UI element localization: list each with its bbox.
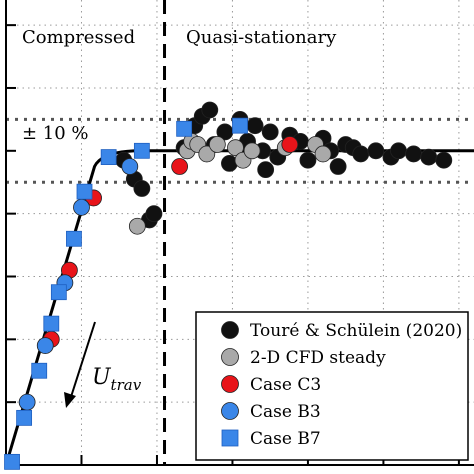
point-3 bbox=[36, 337, 54, 355]
point-0 bbox=[133, 180, 151, 197]
point-0 bbox=[257, 161, 275, 179]
point-0 bbox=[405, 145, 423, 163]
point-4 bbox=[50, 284, 67, 301]
legend-label: Case B7 bbox=[250, 429, 321, 449]
region-label-quasi-stationary: Quasi-stationary bbox=[186, 27, 337, 48]
point-1 bbox=[198, 145, 216, 163]
point-0 bbox=[329, 158, 347, 175]
point-0 bbox=[390, 142, 407, 160]
legend-label: Touré & Schülein (2020) bbox=[250, 321, 462, 341]
point-4 bbox=[43, 315, 60, 332]
point-0 bbox=[246, 117, 264, 135]
point-2 bbox=[171, 158, 189, 175]
legend-marker bbox=[221, 348, 239, 366]
velocity-annotation: Utrav bbox=[64, 321, 142, 408]
point-4 bbox=[31, 362, 48, 379]
point-4 bbox=[16, 409, 33, 426]
point-1 bbox=[128, 217, 146, 235]
point-3 bbox=[73, 198, 90, 216]
point-1 bbox=[243, 142, 261, 160]
point-0 bbox=[145, 205, 163, 223]
point-0 bbox=[201, 101, 219, 119]
point-4 bbox=[66, 230, 82, 247]
band-label: ± 10 % bbox=[22, 123, 89, 144]
velocity-arrow-head bbox=[64, 392, 76, 408]
velocity-arrow-shaft bbox=[69, 321, 96, 401]
legend-marker bbox=[221, 321, 239, 339]
legend-label: Case B3 bbox=[250, 402, 321, 422]
point-3 bbox=[18, 393, 36, 411]
point-0 bbox=[435, 151, 453, 169]
legend-marker bbox=[221, 402, 239, 420]
point-4 bbox=[133, 142, 150, 159]
velocity-symbol: U bbox=[92, 365, 112, 390]
data-points bbox=[4, 101, 453, 470]
region-label-compressed: Compressed bbox=[22, 27, 135, 48]
point-1 bbox=[314, 145, 332, 163]
velocity-subscript: trav bbox=[111, 376, 142, 394]
legend-box bbox=[195, 311, 469, 461]
point-4 bbox=[232, 117, 248, 134]
point-1 bbox=[227, 139, 244, 157]
legend-label: 2-D CFD steady bbox=[250, 348, 386, 368]
point-4 bbox=[76, 183, 93, 200]
legend-marker bbox=[221, 429, 239, 447]
point-4 bbox=[4, 453, 20, 470]
point-0 bbox=[261, 123, 279, 141]
point-0 bbox=[420, 148, 438, 166]
point-4 bbox=[176, 120, 193, 137]
svg-text:Utrav: Utrav bbox=[92, 365, 142, 394]
legend-label: Case C3 bbox=[250, 375, 321, 395]
point-2 bbox=[281, 136, 299, 153]
point-4 bbox=[100, 149, 117, 165]
legend: Touré & Schülein (2020) 2-D CFD steady Cas… bbox=[195, 311, 469, 461]
legend-marker bbox=[221, 375, 239, 393]
point-1 bbox=[208, 136, 226, 153]
point-0 bbox=[299, 151, 317, 169]
point-3 bbox=[121, 158, 139, 175]
point-0 bbox=[352, 145, 370, 163]
point-0 bbox=[367, 142, 385, 160]
